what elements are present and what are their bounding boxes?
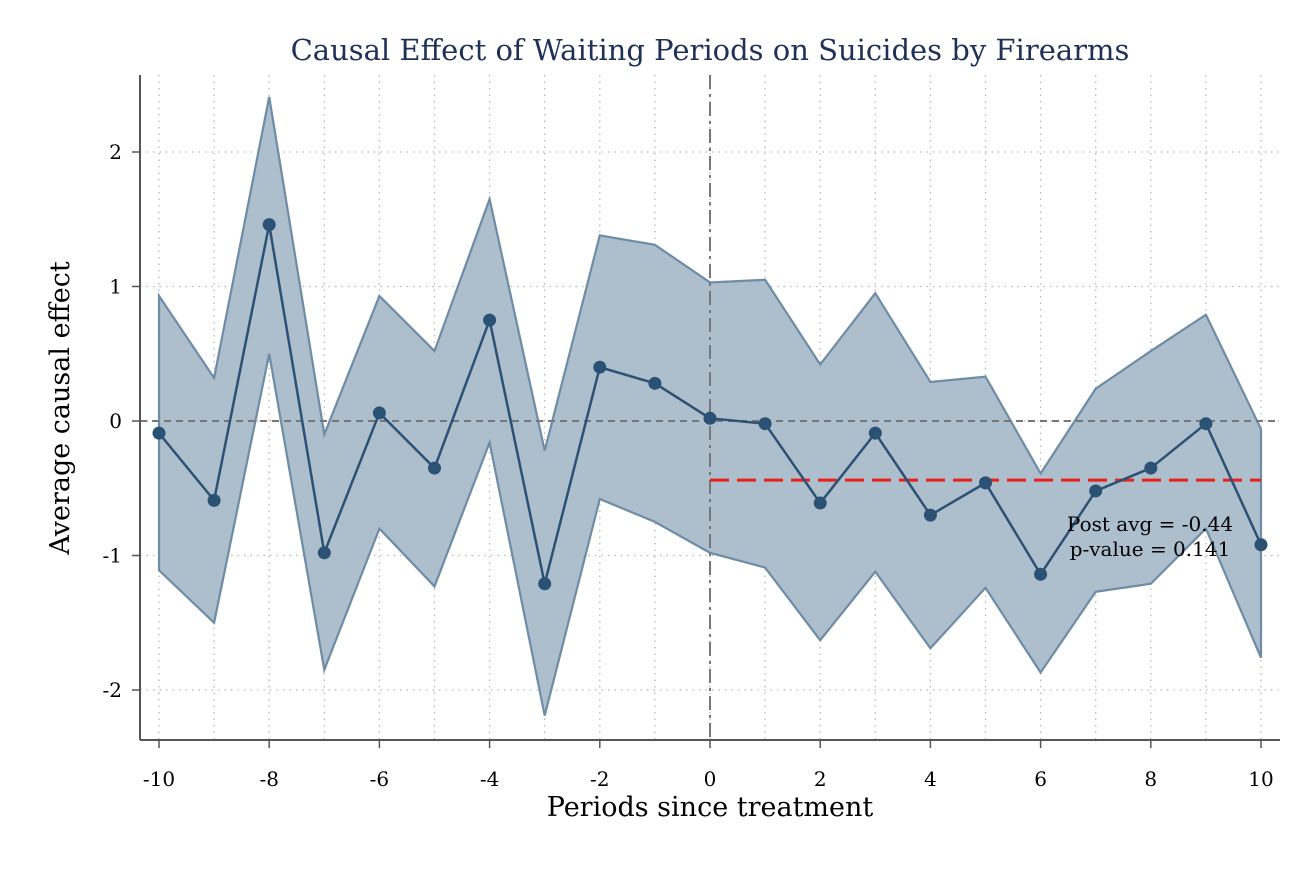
estimate-point (538, 577, 552, 591)
estimate-point (207, 493, 221, 507)
estimate-point (1089, 484, 1103, 498)
y-axis-label: Average causal effect (45, 261, 76, 556)
x-tick-label: -6 (370, 767, 389, 791)
estimate-series-layer (152, 218, 1268, 591)
x-tick-label: 2 (814, 767, 827, 791)
estimate-point (262, 218, 276, 232)
estimate-point (813, 496, 827, 510)
y-tick-label: -1 (103, 544, 122, 568)
post-avg-annotation: Post avg = -0.44 (1067, 512, 1233, 536)
estimate-point (152, 426, 166, 440)
x-tick-label: -10 (143, 767, 175, 791)
estimate-point (923, 508, 937, 522)
estimate-point (868, 426, 882, 440)
estimate-point (593, 360, 607, 374)
x-tick-label: 6 (1034, 767, 1047, 791)
estimate-point (979, 476, 992, 490)
x-tick-label: 0 (704, 767, 717, 791)
x-tick-label: -8 (259, 767, 278, 791)
chart-title: Causal Effect of Waiting Periods on Suic… (291, 33, 1130, 67)
estimate-point (1199, 417, 1213, 431)
y-tick-label: 2 (109, 140, 122, 164)
p-value-annotation: p-value = 0.141 (1070, 537, 1231, 561)
estimate-point (372, 406, 386, 420)
estimate-point (428, 461, 441, 475)
y-tick-label: 0 (109, 409, 122, 433)
x-axis-label: Periods since treatment (547, 792, 874, 823)
y-tick-label: 1 (109, 275, 122, 299)
y-tick-label: -2 (103, 678, 122, 702)
estimate-point (1144, 461, 1158, 475)
estimate-point (483, 313, 497, 327)
estimate-point (1034, 567, 1048, 581)
x-tick-label: 10 (1248, 767, 1273, 791)
estimate-point (758, 417, 772, 431)
x-tick-label: -4 (480, 767, 499, 791)
estimate-point (703, 411, 717, 425)
estimate-point (1254, 538, 1268, 552)
estimate-point (317, 546, 331, 560)
x-tick-label: 8 (1144, 767, 1157, 791)
x-tick-label: -2 (590, 767, 609, 791)
x-tick-label: 4 (924, 767, 937, 791)
estimate-point (648, 376, 662, 390)
